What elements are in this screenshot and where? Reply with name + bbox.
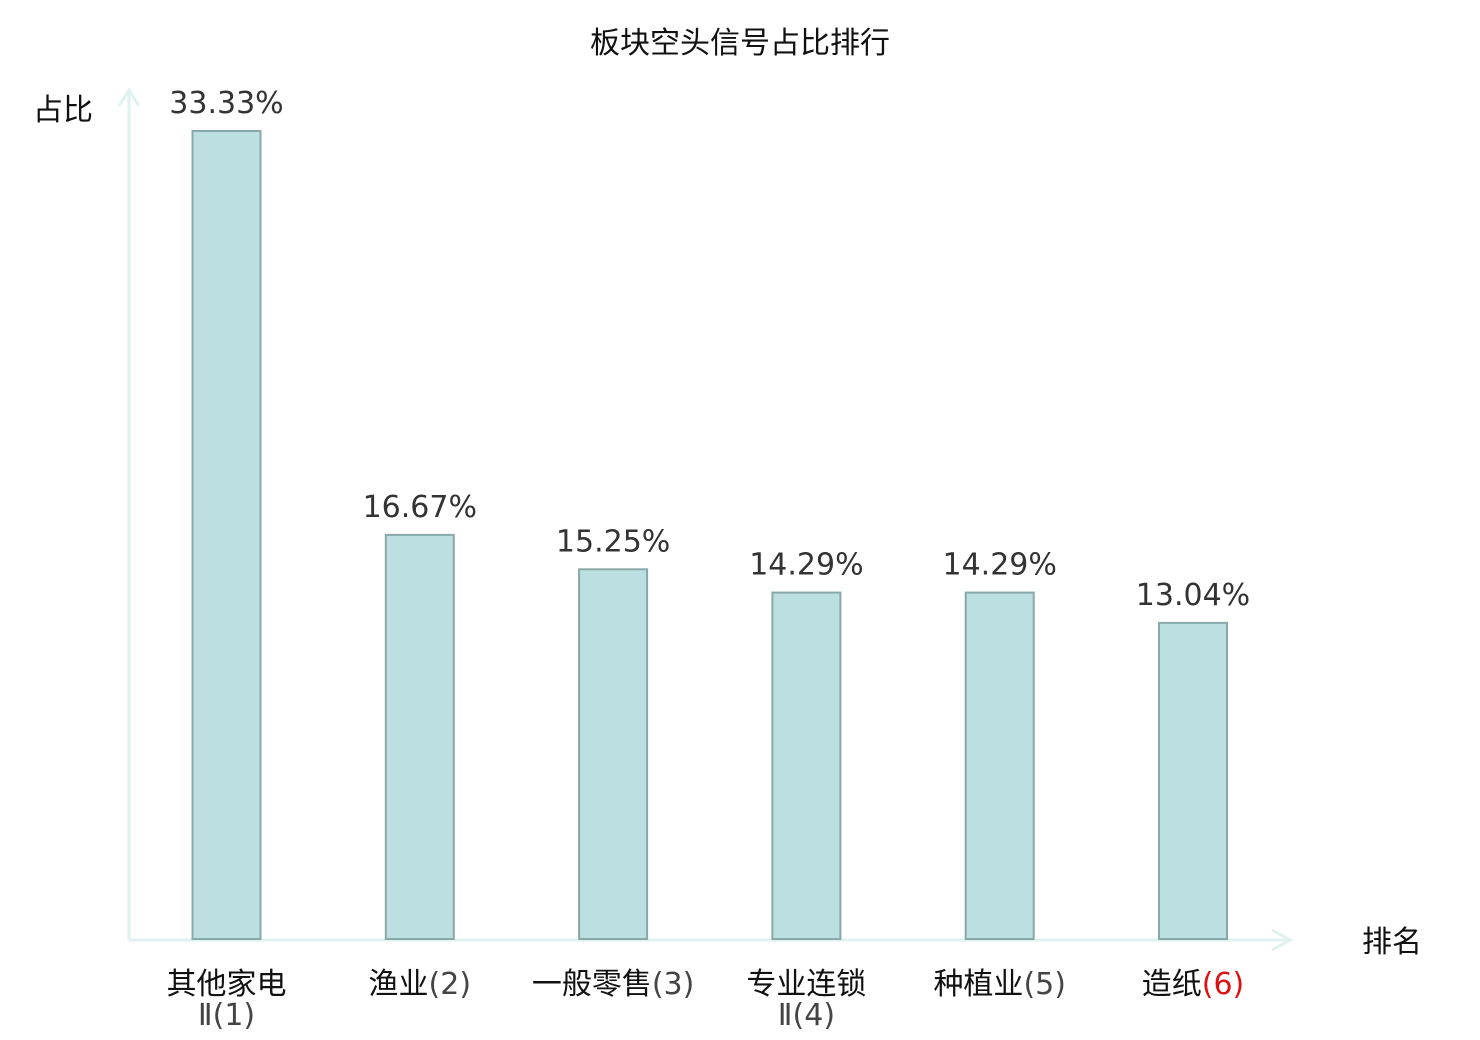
y-axis-label: 占比 (33, 93, 93, 128)
value-label-3: 15.25% (556, 524, 670, 559)
x-tick-name-2: 渔业 (369, 967, 429, 1002)
x-tick-rank-5: (5) (1023, 967, 1065, 1002)
x-tick-label-2: 渔业(2) (369, 967, 472, 1002)
x-tick-name-5: 种植业 (933, 967, 1023, 1002)
x-tick-name-6: 造纸 (1142, 967, 1202, 1002)
x-tick-label-5: 种植业(5) (933, 967, 1065, 1002)
x-axis (129, 928, 1294, 952)
x-tick-name-1: 其他家电 (167, 967, 287, 1002)
value-label-2: 16.67% (363, 490, 477, 525)
value-label-4: 14.29% (749, 548, 863, 583)
bar-3 (578, 568, 649, 940)
x-tick-rank-3: (3) (652, 967, 695, 1002)
y-axis (117, 87, 141, 940)
x-tick-rank-4: Ⅱ(4) (778, 998, 835, 1033)
bar-2 (384, 533, 455, 940)
x-axis-label: 排名 (1362, 925, 1422, 960)
value-label-5: 14.29% (943, 548, 1057, 583)
bar-5 (964, 591, 1035, 940)
bar-4 (771, 591, 842, 940)
bar-1 (191, 130, 262, 940)
x-tick-name-3: 一般零售 (532, 967, 652, 1002)
x-tick-label-3: 一般零售(3) (532, 967, 695, 1002)
value-label-6: 13.04% (1136, 578, 1250, 613)
x-tick-name-4: 专业连锁 (746, 967, 866, 1002)
chart-title: 板块空头信号占比排行 (590, 26, 890, 61)
bar-6 (1158, 621, 1228, 940)
x-tick-rank-2: (2) (429, 967, 472, 1002)
x-tick-label-1: 其他家电 (167, 967, 287, 1002)
x-tick-label-4: 专业连锁 (746, 967, 866, 1002)
x-tick-rank-6: (6) (1202, 967, 1245, 1002)
x-tick-rank-1: Ⅱ(1) (198, 998, 255, 1033)
x-tick-label-6: 造纸(6) (1142, 967, 1245, 1002)
value-label-1: 33.33% (169, 86, 283, 121)
